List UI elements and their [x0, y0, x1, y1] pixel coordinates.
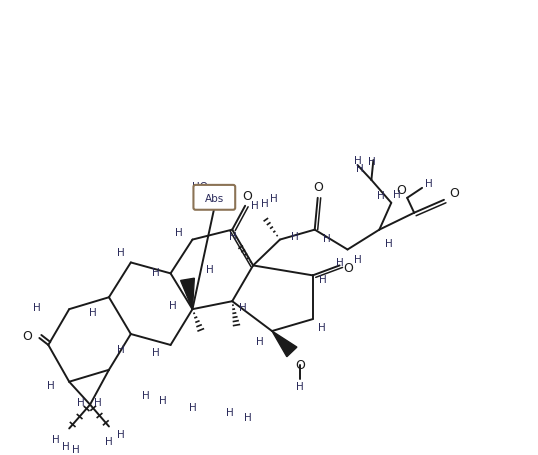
Text: O: O [344, 261, 353, 274]
Text: O: O [295, 359, 305, 372]
Text: H: H [89, 308, 97, 318]
Text: H: H [72, 445, 80, 455]
Text: H: H [169, 300, 176, 310]
Text: H: H [353, 156, 362, 166]
Polygon shape [272, 331, 297, 357]
Text: H: H [189, 402, 196, 412]
Text: H: H [251, 200, 259, 210]
Polygon shape [181, 278, 194, 309]
FancyBboxPatch shape [194, 186, 235, 210]
Text: O: O [397, 184, 406, 197]
Text: H: H [356, 164, 363, 174]
Text: H: H [47, 380, 55, 390]
Text: H: H [194, 193, 201, 203]
Text: H: H [296, 381, 303, 391]
Text: H: H [385, 238, 393, 248]
Text: H: H [378, 191, 385, 200]
Text: H: H [319, 275, 327, 285]
Text: H: H [62, 441, 70, 451]
Text: H: H [117, 248, 125, 258]
Text: O: O [242, 190, 252, 203]
Text: H: H [207, 265, 214, 275]
Text: H: H [152, 347, 160, 357]
Text: H: H [77, 397, 85, 407]
Text: H: H [318, 322, 325, 332]
Text: H: H [142, 390, 150, 400]
Text: H: H [229, 231, 237, 241]
Text: H: H [32, 303, 40, 313]
Text: H: H [226, 407, 234, 417]
Text: H: H [152, 268, 160, 278]
Text: HO: HO [193, 182, 208, 192]
Text: H: H [244, 412, 252, 422]
Text: H: H [105, 436, 113, 446]
Text: O: O [449, 187, 459, 200]
Text: H: H [117, 430, 125, 440]
Text: H: H [367, 157, 376, 167]
Text: H: H [175, 227, 182, 237]
Text: O: O [23, 329, 32, 342]
Text: H: H [323, 233, 330, 243]
Text: Abs: Abs [204, 193, 224, 203]
Text: O: O [313, 181, 323, 194]
Text: H: H [336, 258, 343, 268]
Text: H: H [393, 189, 401, 199]
Text: H: H [261, 198, 269, 208]
Text: H: H [353, 255, 362, 265]
Text: H: H [256, 336, 264, 346]
Text: H: H [425, 178, 433, 188]
Text: H: H [159, 395, 166, 405]
Text: H: H [52, 435, 60, 445]
Text: H: H [239, 303, 247, 313]
Text: H: H [117, 344, 125, 354]
Text: H: H [270, 193, 278, 203]
Text: H: H [291, 231, 299, 241]
Text: H: H [94, 397, 102, 407]
